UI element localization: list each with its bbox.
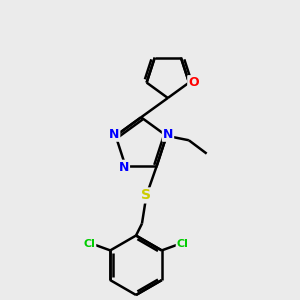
Text: O: O [188,76,199,89]
Text: N: N [119,161,129,174]
Text: Cl: Cl [177,239,188,250]
Text: N: N [109,128,119,141]
Text: S: S [141,188,152,203]
Text: Cl: Cl [83,239,95,250]
Text: N: N [163,128,173,141]
